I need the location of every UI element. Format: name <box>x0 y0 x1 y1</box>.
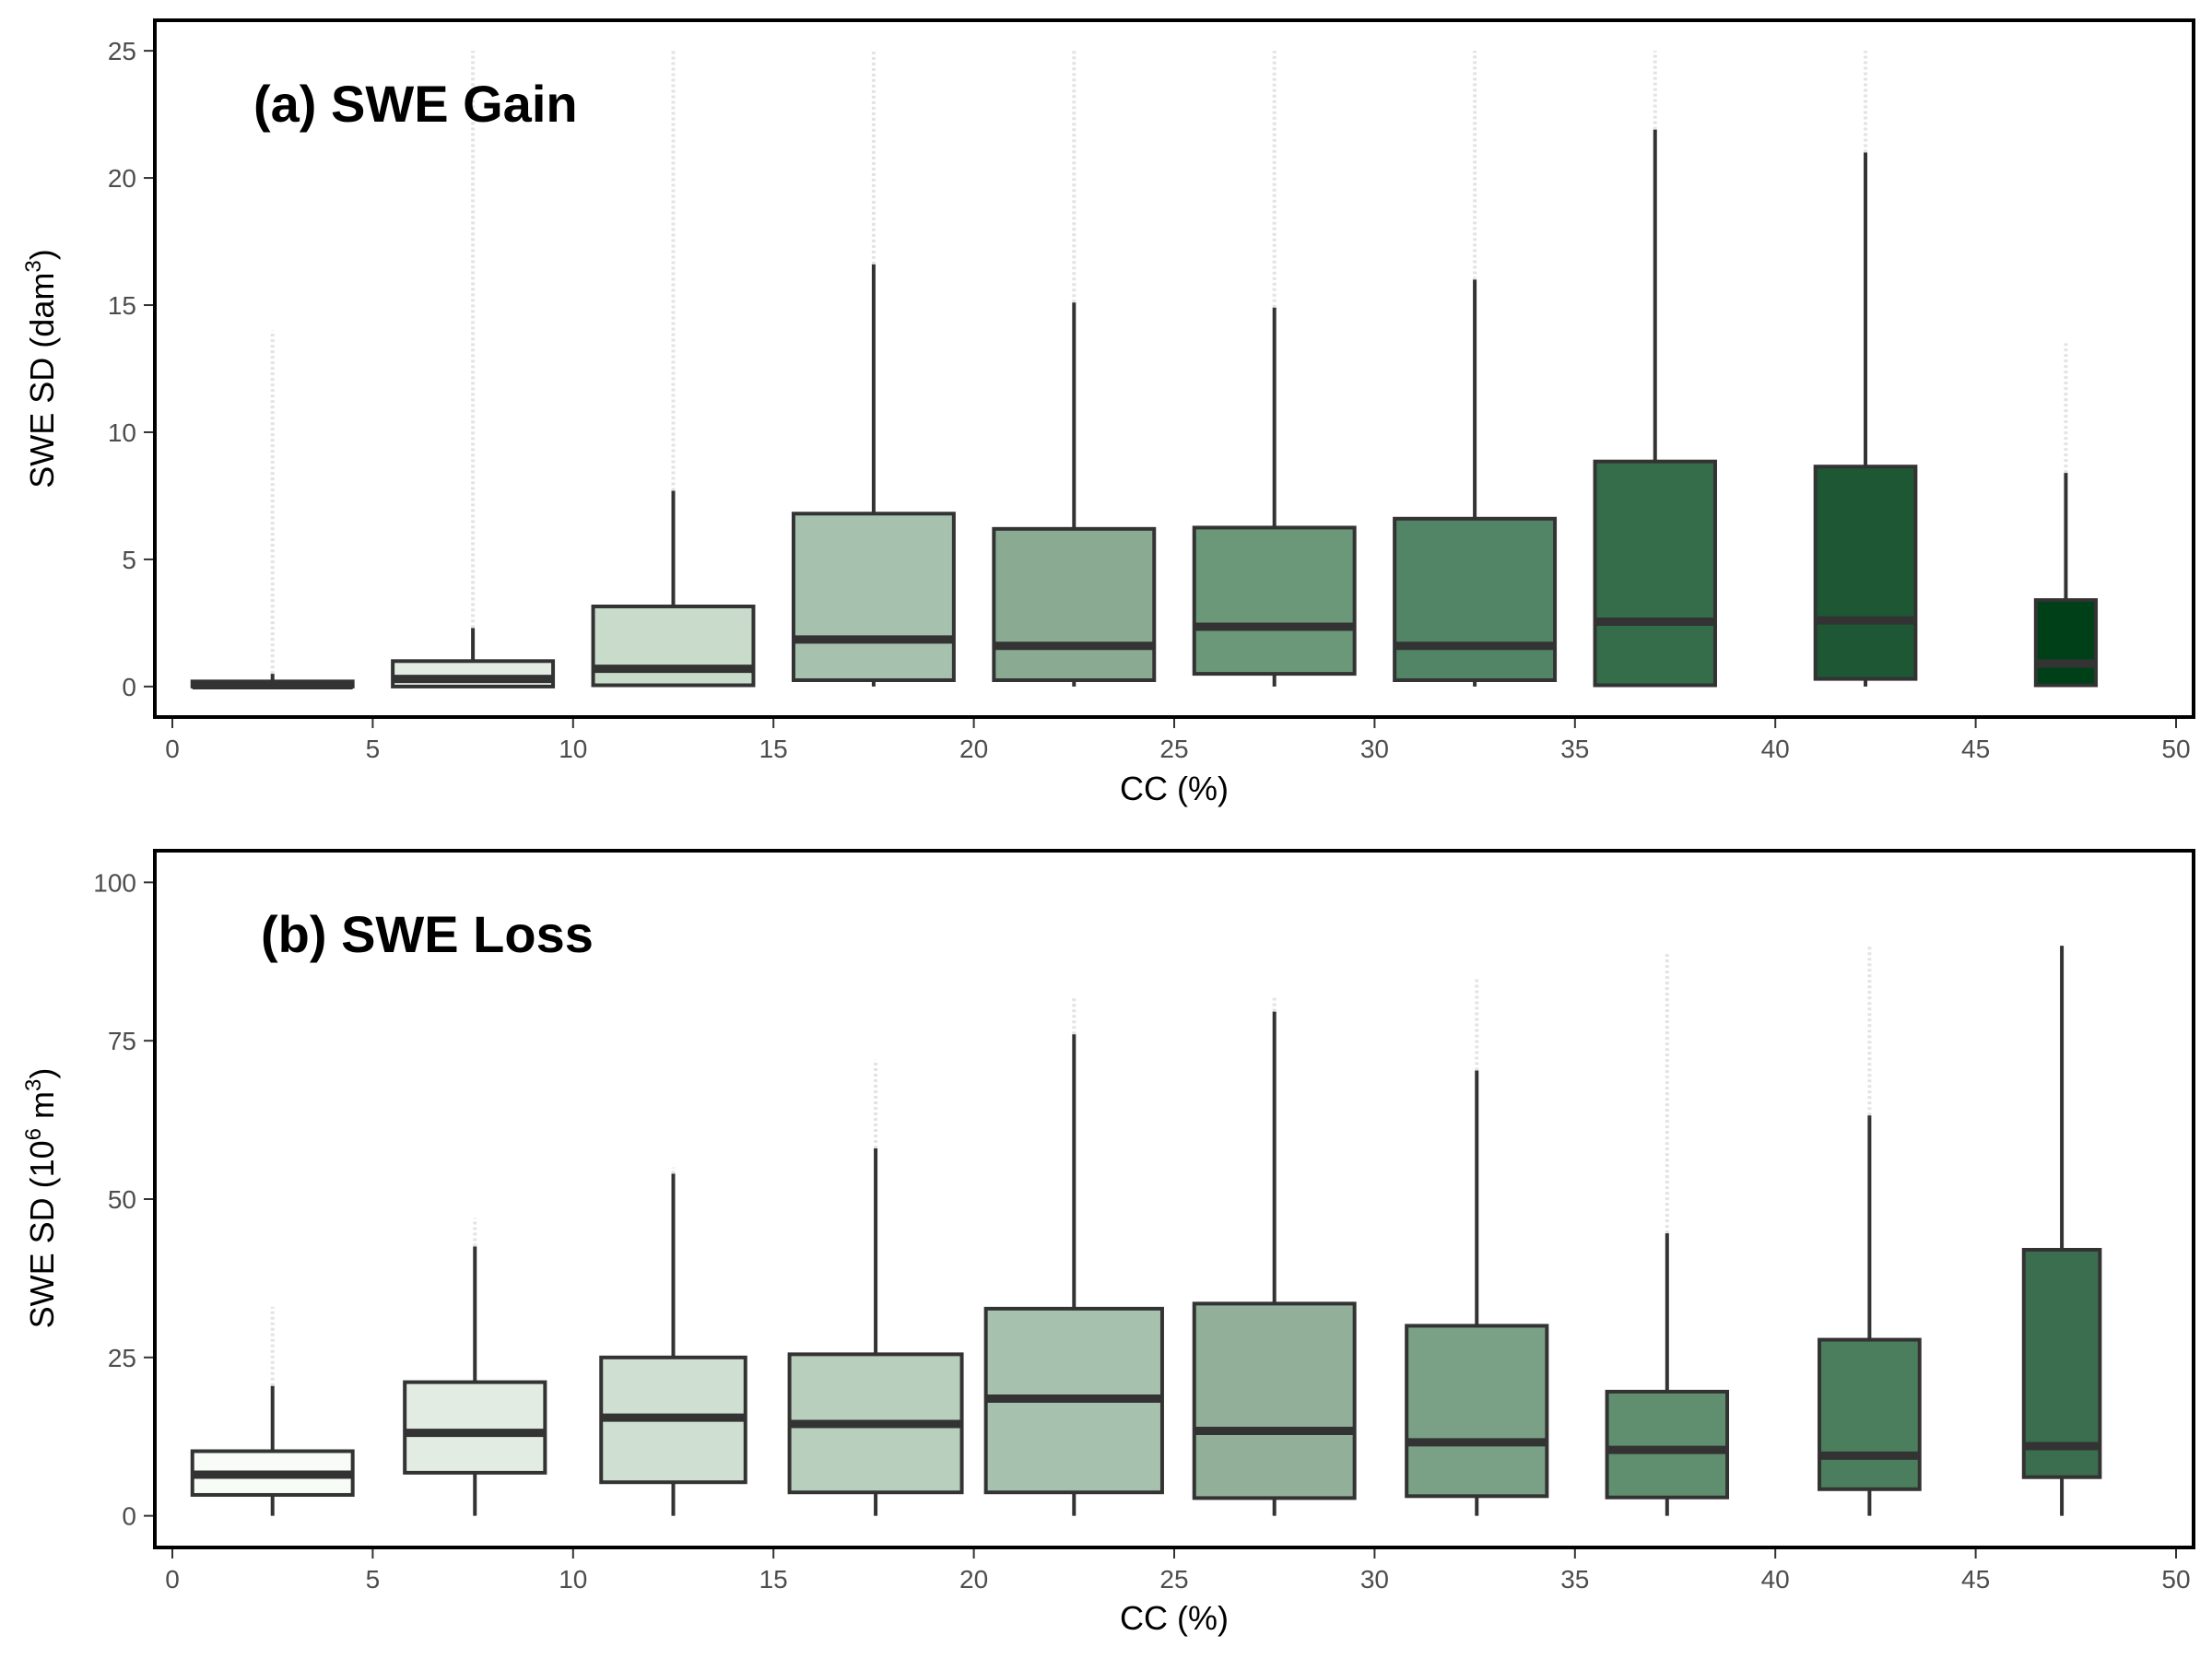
iqr-box <box>1192 525 1357 677</box>
iqr-box <box>791 512 956 682</box>
x-tick-label: 5 <box>366 1565 381 1594</box>
box-series <box>190 946 2102 1516</box>
x-tick-label: 30 <box>1360 1565 1389 1594</box>
axis-ticks: 0 5 10 15 20 25 30 35 40 45 50 0 25 50 75 100 <box>93 868 2190 1594</box>
x-tick-label: 15 <box>759 735 788 763</box>
box-bin <box>190 1306 355 1516</box>
iqr-box <box>591 604 756 688</box>
x-tick-label: 25 <box>1159 1565 1188 1594</box>
y-tick-label: 0 <box>122 673 136 701</box>
box-bin <box>1605 951 1730 1516</box>
box-bin <box>190 330 355 690</box>
x-tick-label: 10 <box>559 735 587 763</box>
y-axis-title-text: SWE SD (10 <box>23 1140 61 1328</box>
y-tick-label: 0 <box>122 1502 136 1531</box>
panel-title: (b) SWE Loss <box>261 905 594 963</box>
box-bin <box>983 996 1164 1516</box>
y-axis-title-text: SWE SD (dam <box>23 273 61 488</box>
x-tick-label: 15 <box>759 1565 788 1594</box>
x-tick-label: 35 <box>1560 735 1589 763</box>
x-tick-label: 35 <box>1560 1565 1589 1594</box>
box-bin <box>1813 51 1918 687</box>
y-axis-title-close: ) <box>23 249 61 260</box>
iqr-box <box>1393 516 1558 682</box>
x-tick-label: 10 <box>559 1565 587 1594</box>
iqr-box <box>2021 1247 2102 1479</box>
y-tick-label: 10 <box>108 418 136 447</box>
box-bin <box>992 51 1157 687</box>
box-bin <box>403 1218 547 1516</box>
y-axis-title: SWE SD (dam3) <box>21 249 61 488</box>
box-bin <box>1593 51 1717 688</box>
y-tick-label: 20 <box>108 164 136 193</box>
box-bin <box>599 1167 747 1516</box>
iqr-box <box>1405 1324 1549 1499</box>
x-tick-label: 40 <box>1761 1565 1790 1594</box>
iqr-box <box>992 526 1157 682</box>
iqr-box <box>403 1380 547 1475</box>
y-axis-title-close-2: ) <box>23 1068 61 1079</box>
x-tick-label: 0 <box>165 1565 180 1594</box>
panel-title: (a) SWE Gain <box>253 75 578 133</box>
box-bin <box>1393 51 1558 687</box>
y-tick-label: 75 <box>108 1027 136 1055</box>
box-series <box>190 51 2099 690</box>
x-tick-label: 30 <box>1360 735 1389 763</box>
x-axis-title: CC (%) <box>1120 770 1229 807</box>
panel-swe-gain: 0 5 10 15 20 25 30 35 40 45 50 0 5 10 15 20 25 (a) SWE G… <box>21 18 2195 807</box>
y-axis-title-superscript: 6 <box>21 1128 46 1140</box>
box-bin <box>391 51 556 688</box>
iqr-box <box>1813 465 1918 681</box>
y-axis-title-superscript-2: 3 <box>21 1079 46 1091</box>
y-axis-title-superscript: 3 <box>21 260 46 272</box>
x-tick-label: 40 <box>1761 735 1790 763</box>
x-tick-label: 20 <box>959 735 988 763</box>
x-tick-label: 50 <box>2161 1565 2190 1594</box>
box-bin <box>2033 343 2099 688</box>
y-axis-title-mid: m <box>23 1091 61 1128</box>
box-bin <box>791 51 956 687</box>
panel-swe-loss: 0 5 10 15 20 25 30 35 40 45 50 0 25 50 75 100 (b) SWE L… <box>21 849 2195 1637</box>
x-tick-label: 5 <box>366 735 381 763</box>
x-tick-label: 0 <box>165 735 180 763</box>
axis-ticks: 0 5 10 15 20 25 30 35 40 45 50 0 5 10 15 20 25 <box>108 37 2191 763</box>
x-axis-title: CC (%) <box>1120 1599 1229 1637</box>
box-bin <box>1192 996 1357 1516</box>
x-tick-label: 45 <box>1961 1565 1990 1594</box>
box-bin <box>2021 946 2102 1516</box>
y-tick-label: 100 <box>93 868 136 897</box>
box-bin <box>1405 977 1549 1516</box>
iqr-box <box>1818 1337 1922 1491</box>
box-bin <box>787 1059 964 1516</box>
y-tick-label: 15 <box>108 291 136 320</box>
x-tick-label: 25 <box>1159 735 1188 763</box>
iqr-box <box>1605 1389 1730 1500</box>
x-tick-label: 20 <box>959 1565 988 1594</box>
y-tick-label: 5 <box>122 546 136 574</box>
y-tick-label: 25 <box>108 1344 136 1372</box>
y-tick-label: 25 <box>108 37 136 65</box>
x-tick-label: 50 <box>2161 735 2190 763</box>
y-tick-label: 50 <box>108 1185 136 1214</box>
box-bin <box>1818 946 1922 1516</box>
iqr-box <box>1192 1301 1357 1500</box>
iqr-box <box>1593 459 1717 688</box>
box-bin <box>591 51 756 688</box>
box-bin <box>1192 51 1357 687</box>
x-tick-label: 45 <box>1961 735 1990 763</box>
y-axis-title: SWE SD (106 m3) <box>21 1068 61 1329</box>
iqr-box <box>2033 598 2099 688</box>
